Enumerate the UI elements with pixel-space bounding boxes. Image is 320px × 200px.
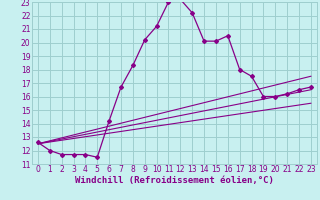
X-axis label: Windchill (Refroidissement éolien,°C): Windchill (Refroidissement éolien,°C)	[75, 176, 274, 185]
